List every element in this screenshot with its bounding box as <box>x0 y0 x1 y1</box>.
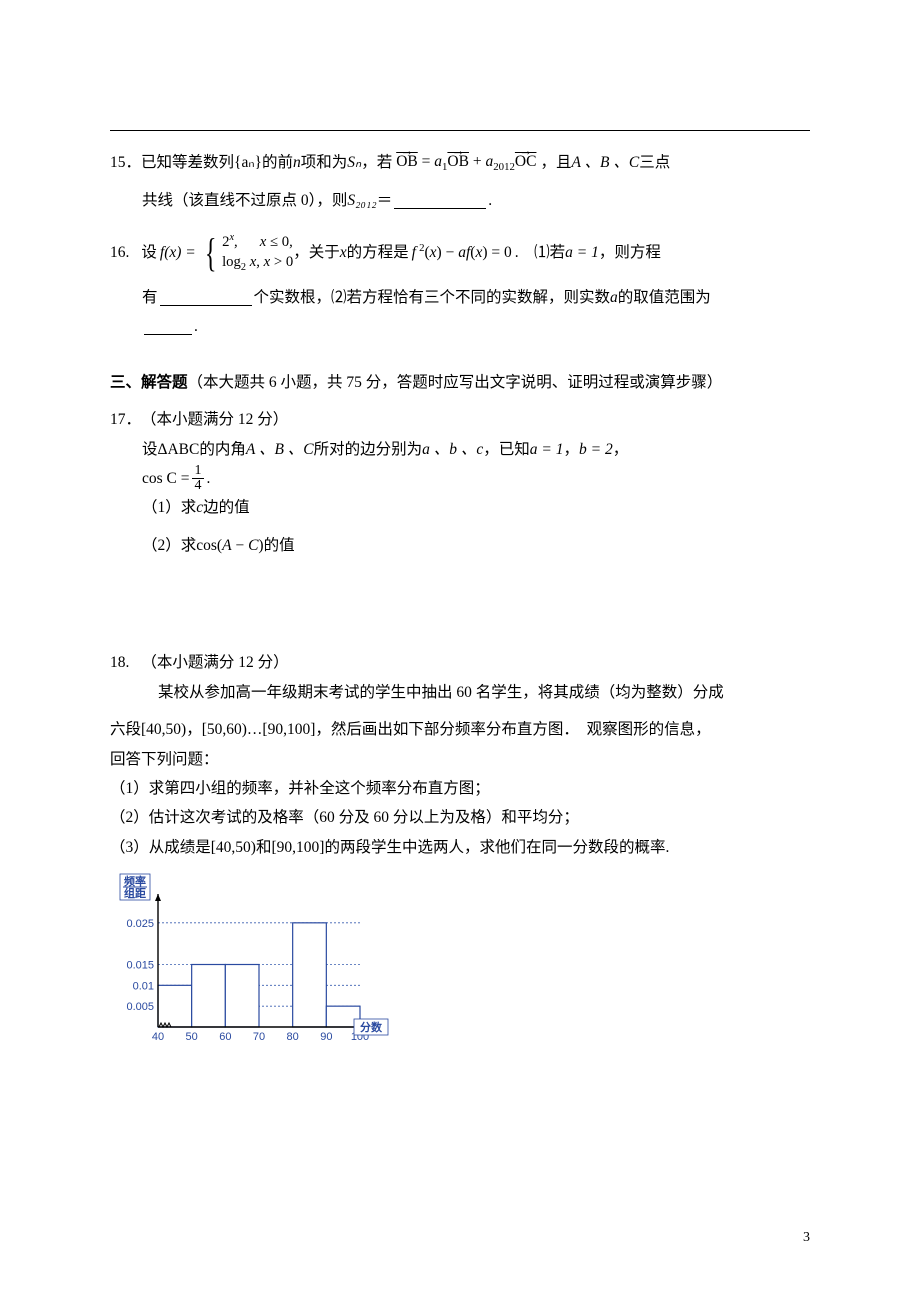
histogram-chart: 频率组距0.0250.0150.010.005405060708090100分数 <box>110 872 810 1057</box>
text: 设 <box>141 238 157 267</box>
s2012: S₂₀₁₂ <box>347 186 376 215</box>
q2: （2）求 <box>142 531 196 560</box>
eq2: f 2(x) − af(x) = 0 <box>412 238 512 268</box>
text: . <box>488 186 492 215</box>
svg-text:0.015: 0.015 <box>126 960 154 972</box>
frac-num: 1 <box>192 464 205 478</box>
q1: （1）求第四小组的频率，并补全这个频率分布直方图； <box>110 774 490 803</box>
text: 个实数根，⑵若方程恰有三个不同的实数解，则实数 <box>254 283 611 312</box>
cosAC: cos(A − C) <box>196 531 263 560</box>
piecewise: { 2x, x ≤ 0, log2 x, x > 0 <box>199 231 293 275</box>
p18-pts: （本小题满分 12 分） <box>141 648 288 677</box>
problem-18: 18. （本小题满分 12 分） 某校从参加高一年级期末考试的学生中抽出 60 … <box>110 648 810 862</box>
int1: [40,50) <box>211 833 256 862</box>
svg-text:频率: 频率 <box>124 874 146 888</box>
text: 三点 <box>639 148 670 177</box>
divider <box>110 130 810 131</box>
text: 某校从参加高一年级期末考试的学生中抽出 60 名学生，将其成绩（均为整数）分成 <box>158 678 724 707</box>
svg-text:50: 50 <box>186 1031 198 1043</box>
var-x: x <box>340 238 347 267</box>
svg-text:40: 40 <box>152 1031 164 1043</box>
svg-text:0.01: 0.01 <box>133 981 154 993</box>
intervals: [40,50)，[50,60)…[90,100] <box>141 715 315 744</box>
svg-text:0.025: 0.025 <box>126 918 154 930</box>
p17-pts: （本小题满分 12 分） <box>141 405 288 434</box>
text: ＝ <box>377 186 393 215</box>
text: 设 <box>142 435 158 464</box>
p17-num: 17． <box>110 405 141 434</box>
problem-16: 16. 设 f(x) = { 2x, x ≤ 0, log2 x, x > 0 … <box>110 231 810 342</box>
q2: （2）估计这次考试的及格率（60 分及 60 分以上为及格）和平均分； <box>110 803 579 832</box>
a1: a = 1 <box>565 238 599 267</box>
text: ，则方程 <box>599 238 661 267</box>
abc: A 、B 、C <box>571 148 639 177</box>
text: 的前 <box>262 148 293 177</box>
text: 回答下列问题： <box>110 745 219 774</box>
page-number: 3 <box>803 1225 810 1252</box>
var-c: c <box>196 493 203 522</box>
p16-num: 16. <box>110 238 129 267</box>
abc-sides: a 、b 、c <box>422 435 483 464</box>
text: ，若 <box>361 148 392 177</box>
blank <box>394 192 486 209</box>
text: 的内角 <box>199 435 246 464</box>
p18-num: 18. <box>110 648 129 677</box>
svg-text:分数: 分数 <box>360 1020 383 1034</box>
q1b: 边的值 <box>203 493 250 522</box>
text: ， <box>613 435 629 464</box>
histogram-svg: 频率组距0.0250.0150.010.005405060708090100分数 <box>110 872 400 1047</box>
q3b: 和 <box>256 833 272 862</box>
section-desc: （本大题共 6 小题，共 75 分，答题时应写出文字说明、证明过程或演算步骤） <box>188 374 723 391</box>
text: ，关于 <box>293 238 340 267</box>
text: . ⑴若 <box>515 238 565 267</box>
var-n: n <box>293 148 301 177</box>
text: 所对的边分别为 <box>314 435 423 464</box>
problem-17: 17． （本小题满分 12 分） 设 ΔABC 的内角 A 、B 、C 所对的边… <box>110 405 810 560</box>
svg-text:组距: 组距 <box>124 886 146 900</box>
text: 的取值范围为 <box>618 283 711 312</box>
triangle: ΔABC <box>158 435 200 464</box>
text: ， <box>564 435 580 464</box>
blank <box>144 318 192 335</box>
int2: [90,100] <box>271 833 324 862</box>
text: . <box>194 312 198 341</box>
svg-text:70: 70 <box>253 1031 265 1043</box>
text: 项和为 <box>301 148 348 177</box>
problem-15: 15． 已知等差数列 {aₙ} 的前 n 项和为 Sₙ ，若 →OB = a1→… <box>110 147 810 215</box>
seq-an: {aₙ} <box>234 148 262 177</box>
p15-num: 15． <box>110 148 141 177</box>
abc: A 、B 、C <box>246 435 314 464</box>
var-a: a <box>610 283 618 312</box>
text: 共线（该直线不过原点 0），则 <box>142 186 347 215</box>
a1: a = 1 <box>530 435 564 464</box>
b2: b = 2 <box>579 435 613 464</box>
text: . <box>206 464 210 493</box>
sn: Sₙ <box>347 148 361 177</box>
frac-1-4: 1 4 <box>192 464 205 493</box>
blank <box>160 289 252 306</box>
q3a: （3）从成绩是 <box>110 833 211 862</box>
section-3-header: 三、解答题（本大题共 6 小题，共 75 分，答题时应写出文字说明、证明过程或演… <box>110 368 810 397</box>
text: ，然后画出如下部分频率分布直方图． 观察图形的信息， <box>315 715 710 744</box>
svg-text:80: 80 <box>287 1031 299 1043</box>
vec-eq: →OB = a1→OB + a2012→OC <box>396 147 536 178</box>
text: ，且 <box>540 148 571 177</box>
text: ，已知 <box>483 435 530 464</box>
svg-text:0.005: 0.005 <box>126 1001 154 1013</box>
text: 已知等差数列 <box>141 148 234 177</box>
case2: log2 x, x > 0 <box>222 253 293 275</box>
section-title: 三、解答题 <box>110 374 188 391</box>
q3c: 的两段学生中选两人，求他们在同一分数段的概率. <box>324 833 669 862</box>
q1: （1）求 <box>142 493 196 522</box>
svg-text:60: 60 <box>219 1031 231 1043</box>
svg-text:90: 90 <box>320 1031 332 1043</box>
frac-den: 4 <box>192 478 205 493</box>
fx: f(x) = <box>160 238 196 267</box>
q2b: 的值 <box>264 531 295 560</box>
text: 六段 <box>110 715 141 744</box>
text: 的方程是 <box>347 238 409 267</box>
case1: 2x, x ≤ 0, <box>222 231 293 253</box>
cosC: cos C = <box>142 464 190 493</box>
text: 有 <box>142 283 158 312</box>
